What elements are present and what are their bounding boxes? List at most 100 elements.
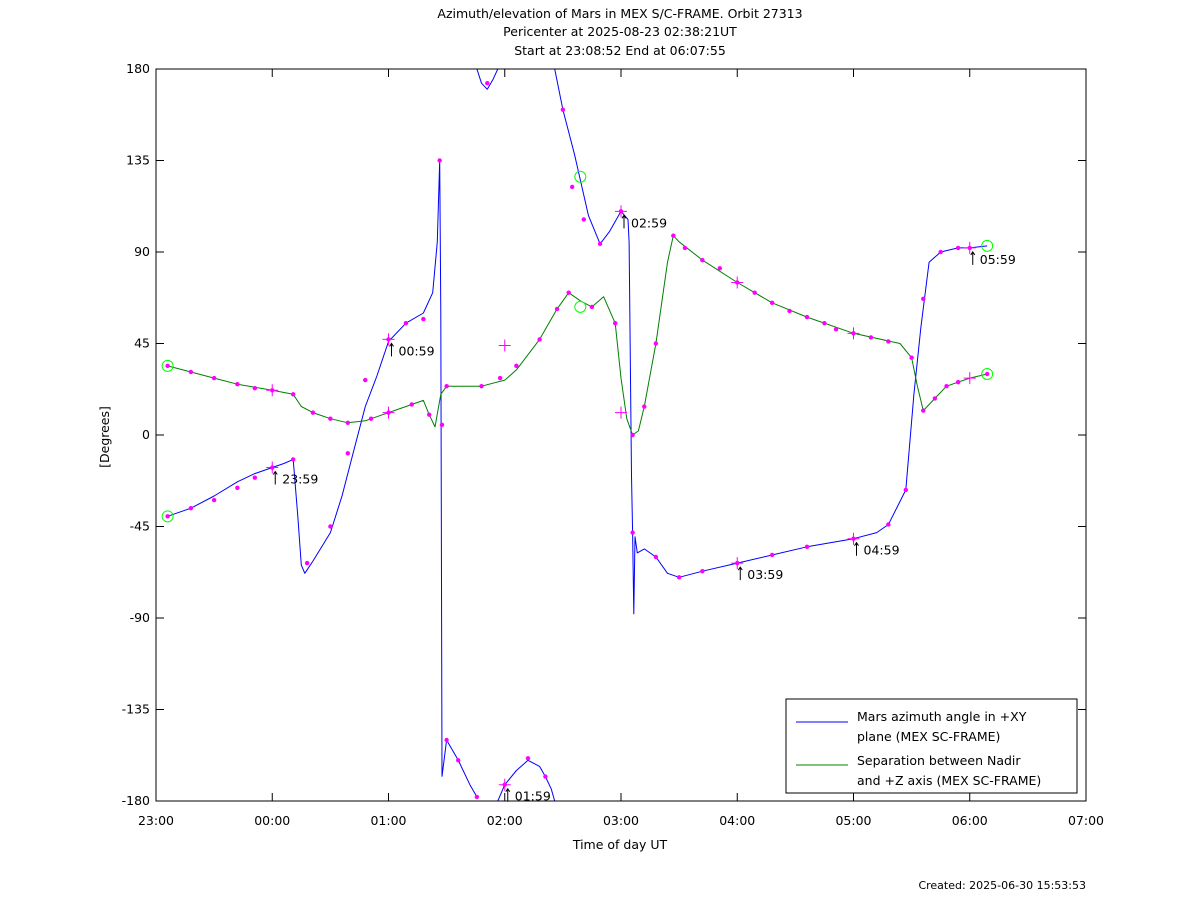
azimuth-line-segment-2 <box>476 69 499 90</box>
separation-data-point-22 <box>612 320 618 326</box>
azimuth-data-point-39 <box>938 249 943 255</box>
azimuth-hour-marker-2 <box>498 778 511 791</box>
azimuth-data-point-24 <box>569 184 575 190</box>
separation-hour-marker-3 <box>615 406 627 419</box>
annotation-label: 00:59 <box>399 343 435 358</box>
separation-data-point-35 <box>822 320 827 326</box>
x-tick-label-8: 07:00 <box>1068 813 1104 828</box>
y-axis-label: [Degrees] <box>97 406 112 468</box>
hour-annotation-5: 04:59 <box>854 541 900 558</box>
legend-label-separation-line-1: Separation between Nadir <box>857 753 1021 768</box>
separation-data-point-0 <box>165 363 170 369</box>
x-tick-label-5: 04:00 <box>719 813 755 828</box>
separation-data-point-13 <box>426 412 432 417</box>
separation-data-point-25 <box>653 341 659 346</box>
azimuth-data-point-13 <box>421 316 426 322</box>
hour-annotation-4: 03:59 <box>737 566 783 582</box>
y-tick-label-6: -90 <box>130 610 150 625</box>
chart-title-line-3: Start at 23:08:52 End at 06:07:55 <box>514 43 726 58</box>
separation-data-point-19 <box>554 306 560 312</box>
azimuth-data-point-6 <box>290 457 296 462</box>
azimuth-data-point-3 <box>235 485 240 491</box>
separation-hour-marker-1 <box>382 406 395 419</box>
azimuth-line-segment-3 <box>497 759 556 801</box>
y-tick-label-0: 180 <box>126 61 150 76</box>
hour-annotation-3: 02:59 <box>621 214 667 230</box>
separation-data-point-12 <box>409 402 414 407</box>
azimuth-hour-marker-1 <box>382 333 395 346</box>
legend-label-azimuth-line-2: plane (MEX SC-FRAME) <box>857 729 1000 744</box>
annotation-label: 05:59 <box>980 252 1016 267</box>
azimuth-data-point-22 <box>543 774 548 779</box>
plot-clip-group <box>161 69 994 801</box>
separation-data-point-16 <box>497 375 503 381</box>
legend-box <box>785 698 1078 794</box>
chart-title-line-2: Pericenter at 2025-08-23 02:38:21UT <box>503 24 737 39</box>
azimuth-data-point-0 <box>165 514 170 519</box>
plot-area: 23:59 00:59 01:59 02:59 03:59 04:59 05:59 <box>161 69 1016 804</box>
azimuth-data-point-23 <box>560 107 566 112</box>
annotation-arrow <box>737 566 743 581</box>
hour-annotation-6: 05:59 <box>970 251 1016 267</box>
separation-data-point-14 <box>444 384 449 389</box>
annotation-arrow <box>854 541 859 556</box>
y-tick-label-2: 90 <box>134 244 150 259</box>
azimuth-data-point-7 <box>304 560 310 566</box>
x-axis-label: Time of day UT <box>572 837 668 852</box>
annotation-label: 03:59 <box>747 567 783 582</box>
hour-annotation-2: 01:59 <box>505 787 551 804</box>
separation-endpoint-marker-1 <box>574 300 587 313</box>
annotation-label: 02:59 <box>631 215 667 230</box>
azimuth-hour-marker-3 <box>615 205 627 218</box>
azimuth-data-point-10 <box>363 377 368 383</box>
separation-data-point-27 <box>682 245 688 251</box>
separation-data-point-15 <box>479 384 484 389</box>
azimuth-data-point-8 <box>328 524 333 529</box>
separation-data-point-33 <box>787 308 792 314</box>
x-tick-label-7: 06:00 <box>952 813 988 828</box>
azimuth-line-segment-4 <box>554 69 988 615</box>
azimuth-data-point-25 <box>581 217 586 222</box>
azimuth-data-point-2 <box>211 497 217 503</box>
y-tick-label-4: 0 <box>142 427 150 442</box>
annotation-arrow <box>970 251 976 265</box>
y-tick-label-5: -45 <box>130 519 150 534</box>
azimuth-line-segment-0 <box>167 160 443 777</box>
azimuth-data-point-18 <box>474 794 480 800</box>
annotation-label: 01:59 <box>515 789 551 804</box>
separation-data-point-38 <box>868 335 874 340</box>
axes: 180 135 90 45 0 -45 -90 -135 -180 23:00 00:00 01:00… <box>122 61 1104 828</box>
separation-data-point-7 <box>310 410 316 415</box>
azimuth-data-point-33 <box>769 552 775 558</box>
azimuth-data-point-4 <box>252 475 258 480</box>
separation-data-point-26 <box>671 233 676 238</box>
separation-hour-marker-4 <box>731 276 744 289</box>
azimuth-data-point-16 <box>444 737 449 743</box>
azimuth-data-point-1 <box>188 506 194 511</box>
azimuth-endpoint-marker-1 <box>574 170 587 183</box>
azimuth-endpoint-marker-0 <box>161 510 174 523</box>
separation-data-point-9 <box>345 420 351 425</box>
separation-data-point-36 <box>833 327 839 332</box>
chart-title-line-1: Azimuth/elevation of Mars in MEX S/C-FRA… <box>437 6 802 21</box>
azimuth-data-point-31 <box>700 569 705 574</box>
x-tick-label-2: 01:00 <box>370 813 406 828</box>
separation-data-point-34 <box>804 314 810 320</box>
azimuth-data-point-30 <box>676 575 682 580</box>
plot-frame <box>155 68 1087 802</box>
separation-hour-marker-0 <box>266 384 279 397</box>
x-tick-label-1: 00:00 <box>254 813 290 828</box>
separation-data-point-39 <box>886 339 891 344</box>
separation-data-point-31 <box>752 290 757 295</box>
annotation-arrow <box>272 470 278 485</box>
separation-data-point-24 <box>642 404 647 409</box>
legend-label-azimuth-line-1: Mars azimuth angle in +XY <box>857 709 1027 724</box>
azimuth-endpoint-marker-2 <box>981 239 994 252</box>
azimuth-data-point-12 <box>403 320 409 326</box>
separation-data-point-40 <box>909 355 914 360</box>
azimuth-data-point-14 <box>437 158 442 163</box>
separation-data-point-17 <box>514 363 519 369</box>
separation-data-point-6 <box>290 392 296 397</box>
separation-data-point-32 <box>769 300 775 306</box>
azimuth-hour-marker-4 <box>731 557 744 570</box>
